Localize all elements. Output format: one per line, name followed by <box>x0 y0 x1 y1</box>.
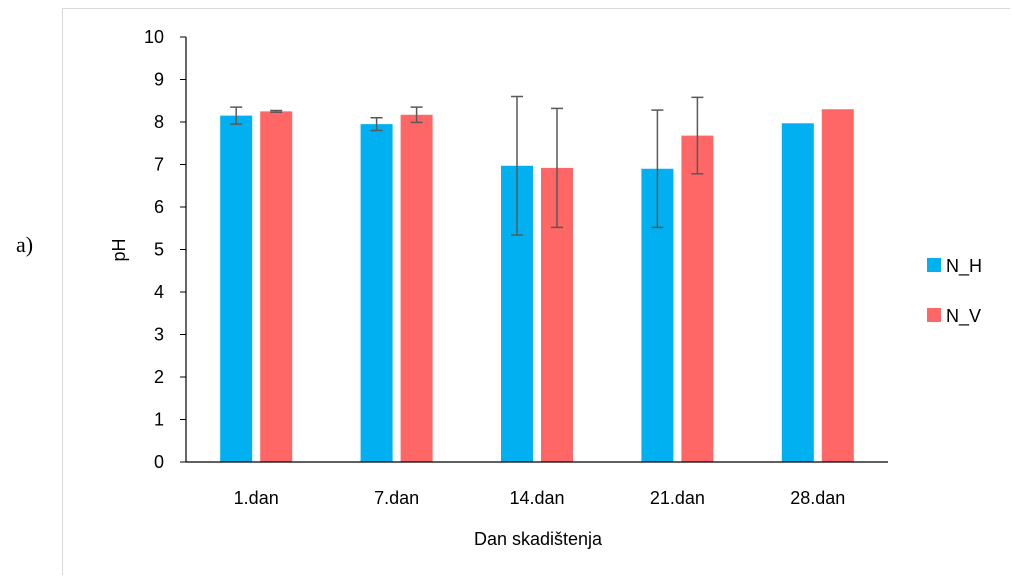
y-tick-label: 2 <box>154 367 164 387</box>
y-tick-label: 5 <box>154 240 164 260</box>
y-tick-label: 8 <box>154 112 164 132</box>
bar-n-h <box>220 115 253 462</box>
y-tick-label: 10 <box>144 27 164 47</box>
y-tick-label: 6 <box>154 197 164 217</box>
plot-area: 0 1 2 3 4 5 6 7 8 9 10 1.dan 7.dan 14.dan 21.dan 28.dan… <box>144 27 982 508</box>
bar-n-h <box>781 123 814 463</box>
bar-n-v <box>260 111 293 462</box>
x-tick-label: 28.dan <box>790 488 845 508</box>
x-tick-label: 1.dan <box>234 488 279 508</box>
y-tick-label: 3 <box>154 325 164 345</box>
bar-n-v <box>400 114 433 463</box>
x-tick-label: 14.dan <box>509 488 564 508</box>
x-tick-label: 7.dan <box>374 488 419 508</box>
legend-swatch <box>927 308 941 322</box>
x-axis-title: Dan skadištenja <box>474 529 603 549</box>
bar-n-h <box>360 124 393 462</box>
y-tick-label: 7 <box>154 155 164 175</box>
bar-n-v <box>821 109 854 462</box>
chart-frame <box>62 8 1010 575</box>
y-tick-label: 0 <box>154 452 164 472</box>
y-axis-title: pH <box>109 238 129 261</box>
y-tick-label: 1 <box>154 410 164 430</box>
y-tick-label: 9 <box>154 70 164 90</box>
x-tick-label: 21.dan <box>650 488 705 508</box>
legend-label: N_V <box>946 306 981 327</box>
legend-swatch <box>927 258 941 272</box>
panel-label: a) <box>16 232 34 257</box>
y-tick-label: 4 <box>154 282 164 302</box>
bar-n-v <box>681 135 714 462</box>
legend-label: N_H <box>946 256 982 277</box>
